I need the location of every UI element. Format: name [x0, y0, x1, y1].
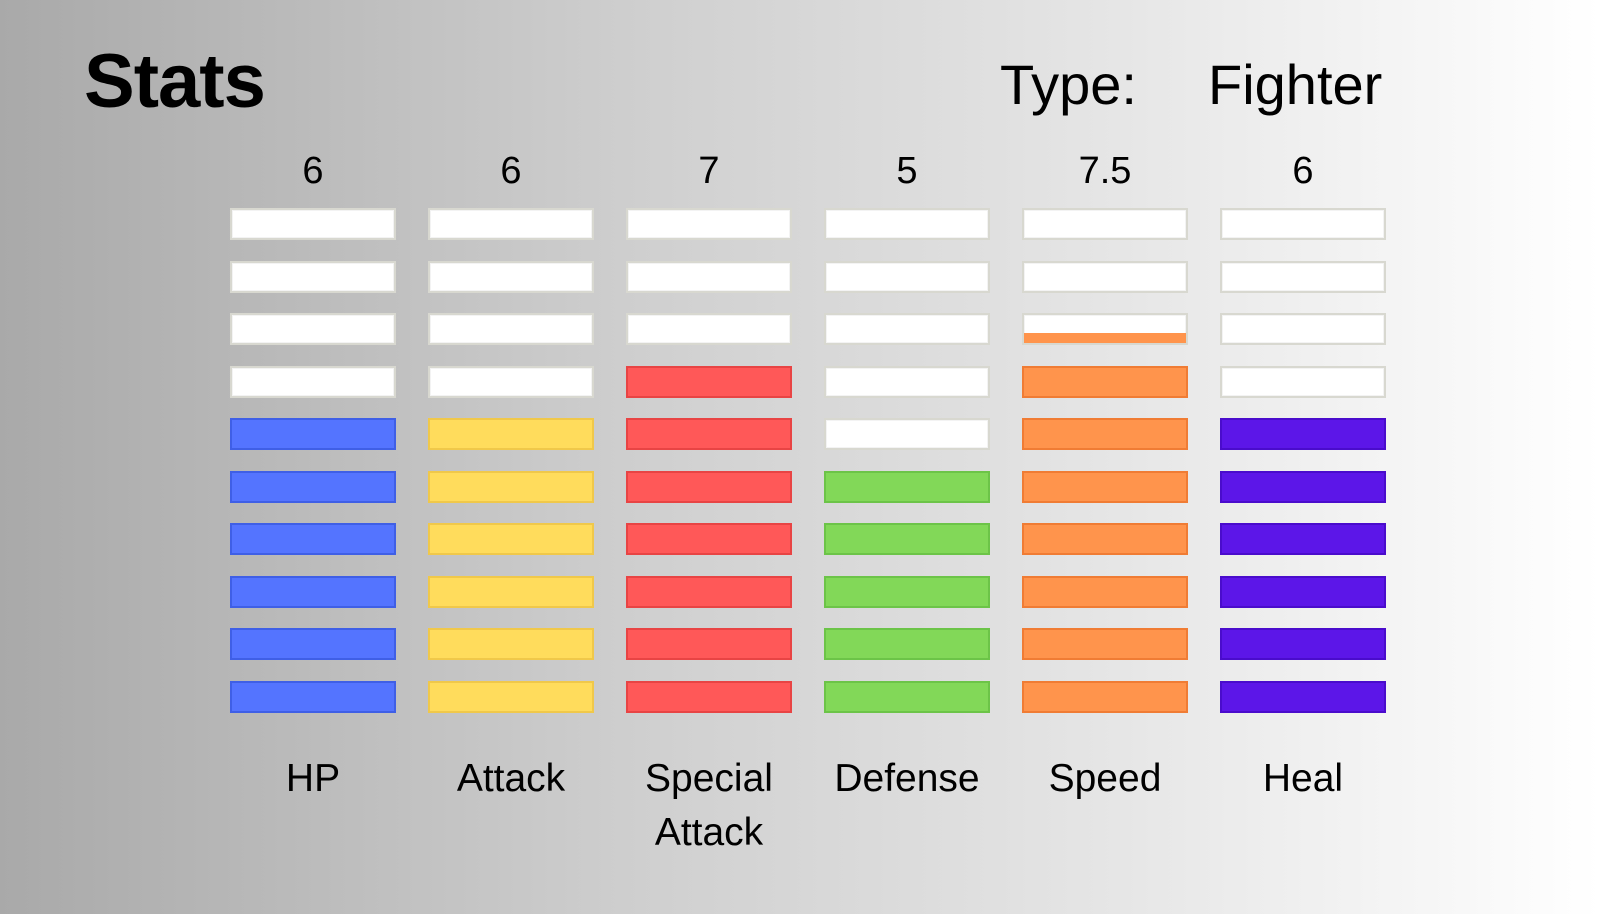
stat-segment: [824, 260, 990, 293]
stat-segment: [824, 680, 990, 713]
stat-segment: [1022, 628, 1188, 660]
stat-segment: [1220, 365, 1386, 398]
stat-segment: [824, 365, 990, 398]
stat-category-label: Attack: [456, 757, 566, 800]
stat-segment-partial-fill: [1024, 333, 1186, 343]
stat-segment: [1220, 313, 1386, 345]
stat-segment: [428, 208, 594, 240]
stat-value-label: 6: [302, 150, 324, 192]
stat-segment: [626, 365, 792, 398]
stat-segment: [230, 575, 396, 608]
stat-segment: [1022, 365, 1188, 398]
type-value: Fighter: [1208, 53, 1383, 116]
stat-segment: [824, 418, 990, 450]
stat-segment: [1022, 575, 1188, 608]
stat-segment: [230, 418, 396, 450]
stat-segment: [1220, 523, 1386, 555]
stat-segment: [1220, 418, 1386, 450]
stat-segment: [824, 470, 990, 503]
stat-segment: [626, 628, 792, 660]
stat-segment: [824, 523, 990, 555]
stat-segment: [230, 208, 396, 240]
stat-category-label: Speed: [1048, 757, 1162, 800]
stat-segment: [230, 260, 396, 293]
stat-segment: [428, 628, 594, 660]
stat-segment: [626, 523, 792, 555]
stat-segment: [626, 418, 792, 450]
stat-segment: [428, 575, 594, 608]
stat-value-label: 6: [1292, 150, 1314, 192]
stat-segment: [626, 313, 792, 345]
stat-segment: [1022, 313, 1188, 345]
stat-segment: [1220, 628, 1386, 660]
stat-segment: [1220, 208, 1386, 240]
stat-value-label: 5: [896, 150, 918, 192]
stat-segment: [428, 260, 594, 293]
stat-segment: [626, 680, 792, 713]
stat-segment: [230, 628, 396, 660]
stat-segment: [1022, 208, 1188, 240]
stat-segment: [1220, 680, 1386, 713]
stat-segment: [824, 208, 990, 240]
stat-segment: [1220, 575, 1386, 608]
stat-value-label: 7: [698, 150, 720, 192]
stat-category-label: Defense: [834, 757, 980, 800]
stat-segment: [626, 470, 792, 503]
stat-segment: [1022, 680, 1188, 713]
stat-segment: [626, 260, 792, 293]
stat-segment: [230, 470, 396, 503]
stat-segment: [428, 418, 594, 450]
type-label: Type:: [1000, 53, 1137, 116]
stat-segment: [230, 523, 396, 555]
stat-segment: [626, 208, 792, 240]
stat-value-label: 6: [500, 150, 522, 192]
stat-segment: [824, 575, 990, 608]
stat-segment: [428, 680, 594, 713]
stat-segment: [824, 313, 990, 345]
stat-value-label: 7.5: [1078, 150, 1132, 192]
stat-segment: [1220, 260, 1386, 293]
stat-segment: [824, 628, 990, 660]
stat-segment: [428, 365, 594, 398]
stat-segment: [1022, 523, 1188, 555]
stat-segment: [1220, 470, 1386, 503]
stat-segment: [230, 680, 396, 713]
stats-title: Stats: [84, 39, 266, 124]
stat-segment: [428, 523, 594, 555]
stat-category-label: Special Attack: [645, 757, 773, 854]
stat-segment: [428, 313, 594, 345]
stat-category-label: HP: [285, 757, 341, 800]
stat-segment: [428, 470, 594, 503]
stat-segment: [230, 365, 396, 398]
stat-segment: [626, 575, 792, 608]
stat-segment: [1022, 418, 1188, 450]
stat-segment: [230, 313, 396, 345]
stat-segment: [1022, 260, 1188, 293]
stat-segment: [1022, 470, 1188, 503]
stat-category-label: Heal: [1262, 757, 1344, 800]
